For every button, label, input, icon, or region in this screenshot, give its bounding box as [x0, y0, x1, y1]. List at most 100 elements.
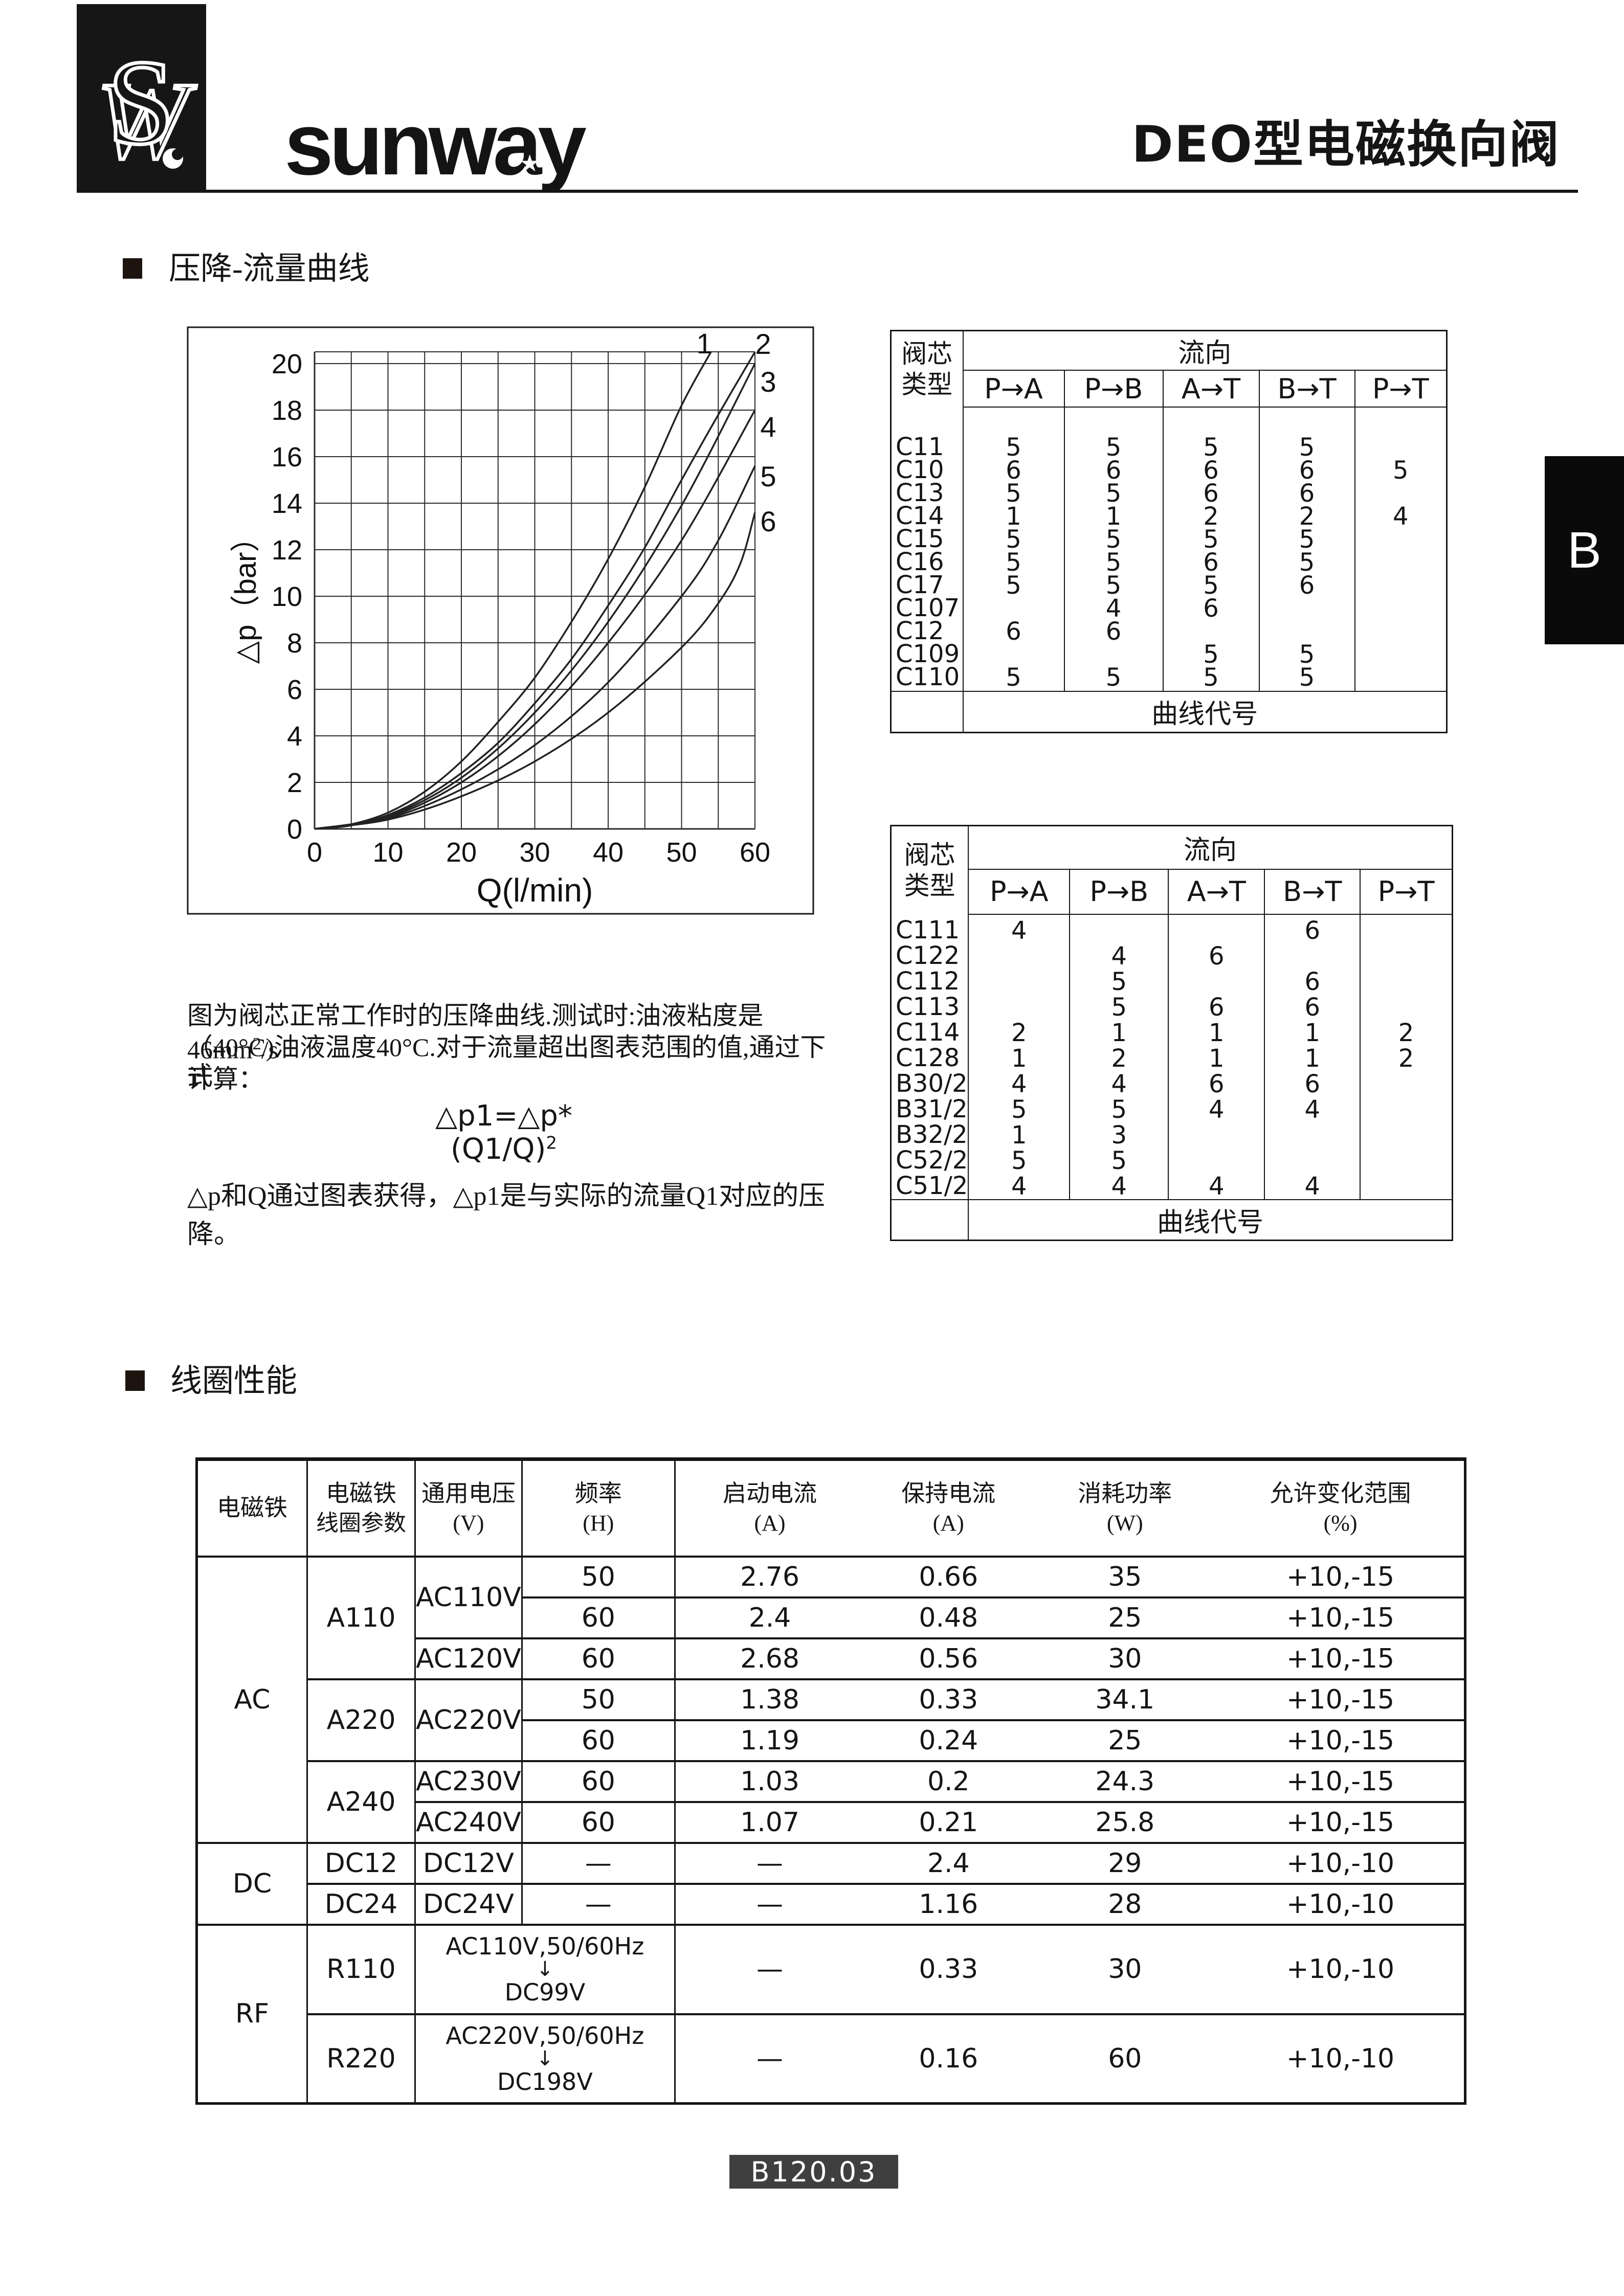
curve-code-cell: 5	[1203, 663, 1219, 692]
note-paragraph-line3: 计算：	[187, 1065, 264, 1093]
header-line: 消耗功率	[1078, 1480, 1172, 1507]
spool-type-cell: C122	[896, 941, 960, 970]
curve-code-cell: 6	[1105, 617, 1122, 646]
curve-code-cell: 5	[1111, 993, 1127, 1022]
curve-1	[314, 351, 712, 830]
note-paragraph-line2: （40°C)油液温度40°C.对于流量超出图表范围的值,通过下式	[187, 1033, 826, 1090]
coil-table-row: 60 2.4 0.48 25 +10,-15	[197, 1597, 1465, 1639]
column-header: P→B	[1063, 370, 1163, 408]
curve-label-6: 6	[760, 505, 776, 537]
coil-cell: A240	[306, 1761, 415, 1844]
coil-cell: 0.33	[864, 1679, 1033, 1721]
header-rule	[77, 190, 1578, 193]
curve-code-cell: 5	[1299, 640, 1315, 669]
curve-code-cell: 4	[1209, 1172, 1225, 1201]
curve-code-cell: 5	[1006, 548, 1021, 577]
curve-code-cell: 6	[1209, 1069, 1225, 1098]
coil-cell: 50	[521, 1556, 675, 1599]
curve-code-cell: 4	[1011, 916, 1027, 945]
curve-code-cell: 5	[1111, 1146, 1127, 1175]
coil-table-row: DC24 DC24V — —1.16 28 +10,-10	[197, 1883, 1465, 1926]
spool-type-cell: C111	[896, 915, 960, 944]
y-tick-label: 18	[272, 395, 302, 426]
column-header: B→T	[1264, 869, 1361, 915]
coil-table-row: A240 AC230V 60 1.03 0.2 24.3 +10,-15	[197, 1761, 1465, 1844]
flow-direction-group-header: 流向	[968, 825, 1453, 870]
curve-code-cell: 5	[1299, 433, 1315, 462]
curve-code-cell	[1169, 918, 1264, 943]
curve-label-2: 2	[755, 328, 771, 360]
brand-logo-block: W S	[77, 4, 206, 191]
curve-code-cell: 4	[1111, 941, 1127, 971]
coil-cell: 0.56	[864, 1638, 1033, 1680]
curve-code-cell: 5	[1105, 571, 1122, 600]
brand-wordmark: sunway	[284, 95, 587, 193]
curve-code-cell	[1169, 1122, 1264, 1148]
spool-type-cell: C12	[896, 617, 944, 645]
coil-cell: +10,-15	[1217, 1720, 1465, 1762]
curve-code-cell	[1265, 1122, 1360, 1148]
y-tick-label: 0	[287, 814, 302, 845]
coil-cell: 2.4	[674, 1597, 864, 1639]
x-tick-label: 30	[519, 837, 550, 868]
coil-cell: AC220V	[414, 1679, 522, 1762]
chart-border	[187, 326, 814, 915]
coil-cell: —	[674, 1883, 864, 1926]
curve-3	[314, 363, 756, 830]
pressure-formula: △p1=△p*(Q1/Q)2	[394, 1099, 614, 1166]
curve-code-cell: 6	[1304, 1069, 1321, 1098]
header-line: (A)	[932, 1511, 964, 1536]
curve-code-cell	[1361, 1148, 1452, 1174]
coil-cell: AC120V	[414, 1638, 522, 1680]
y-tick-label: 10	[272, 581, 302, 612]
curve-code-cell	[1361, 995, 1452, 1020]
coil-cell: +10,-15	[1217, 1556, 1465, 1599]
coil-cell: 0.16	[864, 2014, 1033, 2105]
header-line: 频率	[574, 1480, 622, 1507]
curve-code-cell: 5	[1006, 571, 1021, 600]
header-line: 通用电压	[421, 1480, 516, 1507]
curve-code-cell	[1361, 1122, 1452, 1148]
coil-cell: 29	[1033, 1842, 1217, 1885]
curve-code-cell: 6	[1203, 548, 1219, 577]
coil-cell: 60	[521, 1802, 675, 1844]
curve-code-cell: 5	[1006, 433, 1021, 462]
curve-code-cell: 2	[1299, 502, 1315, 531]
coil-cell: AC230V	[414, 1761, 522, 1803]
spool-type-cell: C14	[896, 502, 944, 530]
y-tick-label: 6	[287, 674, 302, 705]
curve-code-cell	[1169, 1148, 1264, 1174]
curve-code-cell: 5	[1203, 640, 1219, 669]
coil-cell: A110	[306, 1556, 415, 1680]
curve-code-cell: 5	[1105, 433, 1122, 462]
curve-code-cell: 5	[1299, 663, 1315, 692]
curve-label-5: 5	[760, 460, 776, 492]
curve-code-cell: 5	[1299, 525, 1315, 554]
coil-table-row: AC120V 60 2.68 0.56 30 +10,-15	[197, 1638, 1465, 1680]
header-line: (V)	[453, 1511, 484, 1536]
curve-code-label: 曲线代号	[962, 691, 1447, 732]
coil-cell: 2.68	[674, 1638, 864, 1680]
coil-column-header: 频率 (H)	[521, 1459, 675, 1558]
coil-column-header: 启动电流 (A)	[674, 1459, 864, 1558]
x-tick-label: 0	[307, 837, 322, 868]
coil-cell: —	[674, 1842, 864, 1885]
curve-code-cell: 1	[1304, 1044, 1321, 1073]
spool-type-cell: C128	[896, 1043, 960, 1072]
coil-cell: DC24	[306, 1883, 415, 1926]
curve-code-cell: 6	[1304, 993, 1321, 1022]
spool-type-cell: C112	[896, 966, 960, 996]
spool-type-cell: C11	[896, 433, 944, 461]
header-line: (H)	[583, 1511, 614, 1536]
curve-label-1: 1	[696, 327, 712, 359]
spool-type-cell: B30/2	[896, 1069, 968, 1098]
flow-direction-table-2: 阀芯 类型 流向 P→A P→B A→T B→T P→T C111 C122 C112 C113 C11…	[890, 825, 1453, 1241]
flow-header-row: 阀芯 类型 流向	[891, 330, 1447, 399]
coil-table-row: R220 AC220V,50/60Hz ↓ DC198V —0.16 60 +10,-10	[197, 2014, 1465, 2105]
